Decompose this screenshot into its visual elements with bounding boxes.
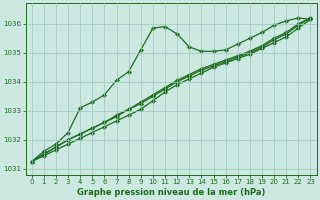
X-axis label: Graphe pression niveau de la mer (hPa): Graphe pression niveau de la mer (hPa)	[77, 188, 265, 197]
